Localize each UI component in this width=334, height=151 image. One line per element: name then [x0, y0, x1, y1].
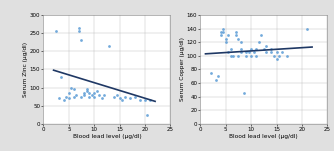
Point — [248, 55, 254, 57]
Point — [79, 39, 84, 42]
Point — [114, 94, 120, 96]
Point — [137, 99, 143, 101]
Point — [264, 51, 269, 54]
Point — [215, 75, 221, 77]
Point — [145, 114, 150, 116]
Point — [228, 48, 233, 50]
Point — [81, 94, 87, 96]
Point — [261, 48, 267, 50]
Point — [74, 94, 79, 96]
Point — [53, 30, 59, 33]
Point — [84, 88, 89, 91]
Point — [274, 51, 279, 54]
X-axis label: Blood lead level (µg/dl): Blood lead level (µg/dl) — [72, 134, 141, 139]
Point — [213, 79, 218, 81]
Point — [243, 51, 249, 54]
Point — [102, 94, 107, 96]
Point — [66, 92, 71, 94]
Point — [117, 97, 122, 100]
Point — [79, 95, 84, 98]
Point — [56, 97, 61, 100]
Point — [71, 95, 76, 98]
Point — [223, 41, 228, 43]
Point — [87, 95, 92, 98]
Point — [238, 51, 244, 54]
Y-axis label: Serum Copper (µg/dl): Serum Copper (µg/dl) — [180, 37, 185, 101]
Point — [99, 97, 105, 100]
Point — [218, 31, 223, 33]
Point — [220, 31, 226, 33]
Point — [76, 27, 81, 29]
Point — [233, 31, 238, 33]
Point — [122, 95, 127, 98]
Point — [97, 94, 102, 96]
Point — [223, 38, 228, 40]
Point — [92, 92, 97, 94]
Point — [218, 34, 223, 37]
Point — [284, 55, 289, 57]
Point — [84, 90, 89, 92]
Point — [94, 90, 100, 92]
Point — [142, 99, 148, 101]
Point — [107, 45, 112, 47]
Point — [243, 55, 249, 57]
Point — [238, 41, 244, 43]
Point — [274, 58, 279, 61]
Point — [254, 48, 259, 50]
Point — [231, 55, 236, 57]
Point — [220, 27, 226, 30]
Point — [233, 34, 238, 37]
Point — [76, 30, 81, 33]
Point — [248, 48, 254, 50]
Point — [228, 55, 233, 57]
Point — [81, 92, 87, 94]
Point — [269, 48, 274, 50]
Point — [246, 51, 251, 54]
Point — [264, 45, 269, 47]
Point — [236, 55, 241, 57]
Point — [256, 41, 262, 43]
Point — [251, 51, 257, 54]
X-axis label: Blood lead level (µg/dl): Blood lead level (µg/dl) — [229, 134, 298, 139]
Point — [238, 48, 244, 50]
Point — [269, 51, 274, 54]
Point — [66, 97, 71, 100]
Point — [236, 38, 241, 40]
Point — [61, 99, 66, 101]
Y-axis label: Serum Zinc (µg/dl): Serum Zinc (µg/dl) — [23, 42, 28, 97]
Point — [58, 76, 64, 78]
Point — [71, 88, 76, 91]
Point — [127, 97, 132, 100]
Point — [271, 55, 277, 57]
Point — [208, 72, 213, 74]
Point — [279, 51, 284, 54]
Point — [241, 92, 246, 95]
Point — [63, 95, 69, 98]
Point — [89, 94, 94, 96]
Point — [226, 51, 231, 54]
Point — [226, 34, 231, 37]
Point — [147, 99, 153, 101]
Point — [87, 92, 92, 94]
Point — [92, 95, 97, 98]
Point — [69, 86, 74, 89]
Point — [132, 95, 138, 98]
Point — [120, 99, 125, 101]
Point — [254, 55, 259, 57]
Point — [304, 27, 310, 30]
Point — [112, 95, 117, 98]
Point — [277, 55, 282, 57]
Point — [259, 34, 264, 37]
